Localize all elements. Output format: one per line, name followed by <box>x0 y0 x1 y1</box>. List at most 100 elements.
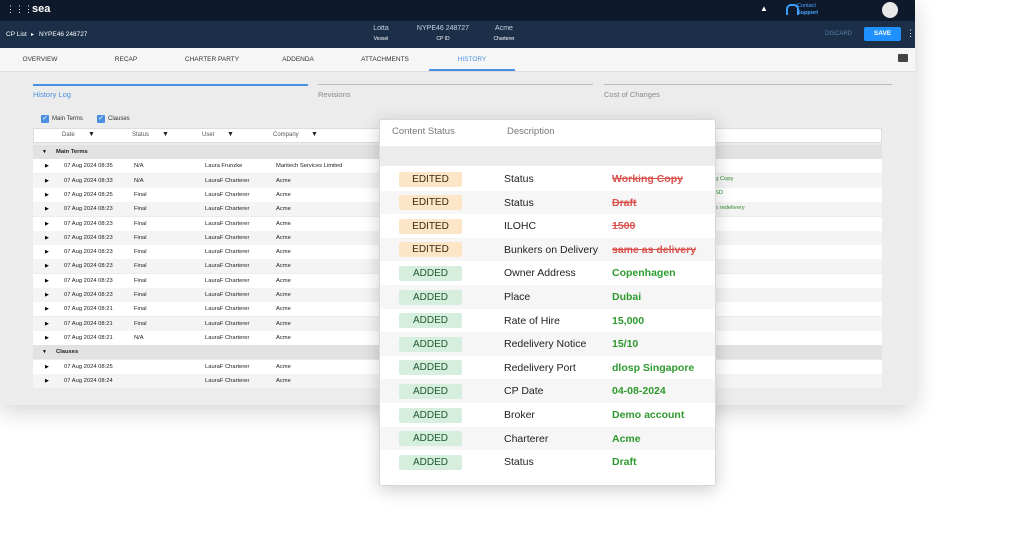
cell: LauraF Charterer <box>205 334 250 341</box>
row-expand[interactable]: ▶ <box>45 334 49 341</box>
row-expand[interactable]: ▶ <box>45 377 49 384</box>
status-badge: EDITED <box>399 171 462 187</box>
field-name: Redelivery Port <box>504 361 576 374</box>
checkbox[interactable]: ✓ <box>97 115 105 123</box>
group-toggle[interactable]: ▼ <box>42 149 47 155</box>
subtab[interactable]: History Log <box>33 90 71 99</box>
cell: LauraF Charterer <box>205 377 250 384</box>
save-button[interactable]: SAVE <box>864 27 901 41</box>
status-badge: ADDED <box>399 313 462 329</box>
breadcrumb-cp: NYPE46 248727 <box>39 31 88 38</box>
field-name: Status <box>504 456 534 469</box>
row-expand[interactable]: ▶ <box>45 163 49 170</box>
subtab-line <box>318 84 593 85</box>
cell: 07 Aug 2024 08:35 <box>64 163 113 170</box>
checkbox[interactable]: ✓ <box>41 115 49 123</box>
row-expand[interactable]: ▶ <box>45 220 49 227</box>
cell: 07 Aug 2024 08:23 <box>64 263 113 270</box>
avatar[interactable] <box>882 2 898 18</box>
cell: LauraF Charterer <box>205 292 250 298</box>
tab[interactable]: ATTACHMENTS <box>361 56 409 63</box>
popup-row <box>380 403 715 427</box>
status-badge: EDITED <box>399 195 462 211</box>
tab[interactable]: OVERVIEW <box>22 56 58 63</box>
field-value: 1500 <box>612 220 636 233</box>
tab[interactable]: CHARTER PARTY <box>184 56 240 63</box>
tab[interactable]: ADDENDA <box>282 56 314 63</box>
cell: Final <box>134 320 147 327</box>
cell: LauraF Charterer <box>205 177 250 184</box>
filter-icon[interactable]: ▼ <box>311 131 318 138</box>
apps-icon[interactable]: ⋮⋮⋮ <box>6 4 33 14</box>
status-badge: ADDED <box>399 383 462 399</box>
row-expand[interactable]: ▶ <box>45 306 49 313</box>
cell: Maritech Services Limited <box>276 163 343 170</box>
field-name: Status <box>504 173 534 185</box>
logo[interactable]: sea <box>32 3 51 15</box>
subtab[interactable]: Revisions <box>318 90 351 99</box>
chat-icon[interactable] <box>898 54 908 62</box>
cell: 07 Aug 2024 08:33 <box>64 177 113 184</box>
subtab[interactable]: Cost of Changes <box>604 90 660 99</box>
discard-button[interactable]: DISCARD <box>825 31 853 37</box>
column-header: User <box>202 132 215 138</box>
row-expand[interactable]: ▶ <box>45 234 49 241</box>
row-expand[interactable]: ▶ <box>45 363 49 370</box>
popup-row <box>380 308 715 333</box>
field-name: ILOHC <box>504 220 537 233</box>
support[interactable]: Support <box>797 10 819 16</box>
cell: Final <box>134 263 147 270</box>
bell-icon[interactable]: ▲ <box>760 4 768 13</box>
status-badge: EDITED <box>399 242 462 258</box>
field-value: same as delivery <box>612 243 697 256</box>
cell: LauraF Charterer <box>205 306 250 313</box>
popup-row <box>380 285 715 309</box>
tab[interactable]: RECAP <box>114 56 138 63</box>
row-expand[interactable]: ▶ <box>45 277 49 284</box>
filter-label: Main Terms <box>52 116 83 122</box>
popup-row <box>380 237 715 262</box>
cell: Final <box>134 306 147 313</box>
partial-change: g Copy <box>715 176 734 182</box>
row-expand[interactable]: ▶ <box>45 249 49 256</box>
row-expand[interactable]: ▶ <box>45 177 49 184</box>
cell: Acme <box>276 177 291 184</box>
cell: 07 Aug 2024 08:23 <box>64 249 113 256</box>
status-badge: ADDED <box>399 407 462 423</box>
cell: LauraF Charterer <box>205 320 250 327</box>
field-value: Dubai <box>612 291 642 303</box>
filter-icon[interactable]: ▼ <box>162 131 169 138</box>
row-expand[interactable]: ▶ <box>45 263 49 270</box>
partial-change: SD <box>715 190 724 197</box>
popup-row <box>380 450 715 474</box>
field-name: Owner Address <box>504 267 576 280</box>
row-expand[interactable]: ▶ <box>45 292 49 298</box>
row-expand[interactable]: ▶ <box>45 320 49 327</box>
tab[interactable]: HISTORY <box>457 56 487 63</box>
contact[interactable]: Contact <box>797 3 816 9</box>
cell: 07 Aug 2024 08:25 <box>64 191 113 198</box>
cell: Acme <box>276 306 291 313</box>
group-toggle[interactable]: ▼ <box>42 349 47 356</box>
header-bar: CP List ▸ NYPE46 248727 DISCARD SAVE ⋮ L… <box>0 21 915 48</box>
cell: Laura Frunzke <box>205 163 243 170</box>
cell: N/A <box>134 334 144 341</box>
field-value: Working Copy <box>612 173 683 185</box>
header-field-label: CP ID <box>436 36 450 42</box>
field-value: Draft <box>612 196 637 209</box>
partial-change: s redelivery <box>715 204 745 211</box>
cell: Acme <box>276 220 291 227</box>
cell: 07 Aug 2024 08:21 <box>64 334 113 341</box>
breadcrumb[interactable]: CP List <box>6 31 27 38</box>
row-expand[interactable]: ▶ <box>45 206 49 213</box>
cell: Acme <box>276 377 291 384</box>
filter-icon[interactable]: ▼ <box>88 131 95 138</box>
cell: N/A <box>134 177 144 184</box>
filter-icon[interactable]: ▼ <box>227 131 234 138</box>
cell: 07 Aug 2024 08:25 <box>64 363 113 370</box>
change-popup: Content Status Description EDITED Status Wor… <box>379 119 716 486</box>
cell: LauraF Charterer <box>205 191 250 198</box>
more-menu[interactable]: ⋮ <box>906 28 915 38</box>
row-expand[interactable]: ▶ <box>45 191 49 198</box>
